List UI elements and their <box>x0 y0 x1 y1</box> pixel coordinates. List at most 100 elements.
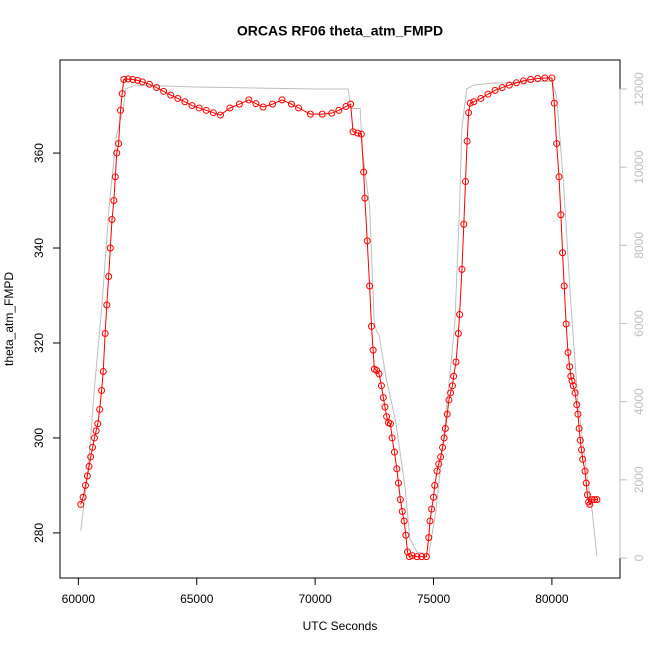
data-point <box>581 467 589 475</box>
data-point <box>357 130 365 138</box>
chart-title: ORCAS RF06 theta_atm_FMPD <box>237 23 443 39</box>
data-point <box>559 249 567 257</box>
y2-tick-label: 0 <box>632 554 646 561</box>
data-point <box>461 178 469 186</box>
y-tick-label: 320 <box>32 333 46 353</box>
data-point <box>174 94 182 102</box>
data-point <box>456 310 464 318</box>
data-point <box>379 394 387 402</box>
data-point <box>534 75 542 83</box>
data-point <box>571 389 579 397</box>
data-point <box>111 173 119 181</box>
data-point <box>433 467 441 475</box>
plot-frame <box>59 59 621 579</box>
y-tick-label: 340 <box>32 238 46 258</box>
data-point <box>465 109 473 117</box>
data-point <box>113 149 121 157</box>
data-point <box>448 382 456 390</box>
data-point <box>430 493 438 501</box>
data-point <box>428 505 436 513</box>
data-point <box>443 410 451 418</box>
x-tick-label: 70000 <box>298 592 332 606</box>
data-point <box>402 531 410 539</box>
data-point <box>209 109 217 117</box>
data-point <box>582 479 590 487</box>
data-point <box>553 140 561 148</box>
data-point <box>89 443 97 451</box>
data-point <box>160 87 168 95</box>
data-point <box>106 244 114 252</box>
data-point <box>386 420 394 428</box>
data-point <box>335 106 343 114</box>
data-point <box>579 455 587 463</box>
data-point <box>441 424 449 432</box>
y-tick-label: 360 <box>32 143 46 163</box>
data-point <box>425 534 433 542</box>
data-point <box>450 372 458 380</box>
data-point <box>452 358 460 366</box>
data-point <box>458 265 466 273</box>
x-tick-label: 60000 <box>62 592 96 606</box>
data-point <box>124 75 132 83</box>
data-point <box>295 104 303 112</box>
data-point <box>381 403 389 411</box>
altitude-line <box>80 80 598 557</box>
data-point <box>235 100 243 108</box>
data-point <box>569 382 577 390</box>
data-point <box>396 496 404 504</box>
data-point <box>269 100 277 108</box>
data-point <box>505 81 513 89</box>
data-point <box>548 74 556 82</box>
data-point <box>555 173 563 181</box>
data-point <box>512 79 520 87</box>
data-point <box>318 110 326 118</box>
data-point <box>108 216 116 224</box>
data-point <box>440 434 448 442</box>
data-point <box>134 76 142 84</box>
data-point <box>120 75 128 83</box>
data-point <box>79 493 87 501</box>
data-point <box>129 75 137 83</box>
data-point <box>77 500 85 508</box>
data-point <box>463 137 471 145</box>
data-point <box>491 86 499 94</box>
y2-tick-label: 2000 <box>632 466 646 493</box>
data-point <box>92 427 100 435</box>
data-point <box>431 481 439 489</box>
data-point <box>408 552 416 560</box>
data-point <box>527 75 535 83</box>
data-point <box>393 465 401 473</box>
data-point <box>103 301 111 309</box>
data-point <box>477 94 485 102</box>
data-point <box>564 348 572 356</box>
x-tick-label: 65000 <box>180 592 214 606</box>
y-tick-label: 300 <box>32 428 46 448</box>
data-point <box>593 496 601 504</box>
data-point <box>366 282 374 290</box>
data-point <box>167 91 175 99</box>
data-point <box>105 273 113 281</box>
data-point <box>245 96 253 104</box>
data-point <box>591 496 599 504</box>
data-point <box>278 96 286 104</box>
data-point <box>181 98 189 106</box>
data-point <box>576 436 584 444</box>
data-point <box>400 517 408 525</box>
data-point <box>422 553 430 561</box>
data-point <box>349 128 357 136</box>
data-point <box>375 370 383 378</box>
data-point <box>418 553 426 561</box>
y2-tick-label: 12000 <box>632 72 646 106</box>
data-point <box>568 377 576 385</box>
data-point <box>575 424 583 432</box>
data-point <box>259 103 267 111</box>
y2-tick-label: 10000 <box>632 150 646 184</box>
data-point <box>85 462 93 470</box>
data-point <box>403 548 411 556</box>
y2-tick-label: 8000 <box>632 232 646 259</box>
data-point <box>390 448 398 456</box>
data-point <box>367 322 375 330</box>
data-point <box>466 99 474 107</box>
data-point <box>195 104 203 112</box>
data-point <box>328 109 336 117</box>
